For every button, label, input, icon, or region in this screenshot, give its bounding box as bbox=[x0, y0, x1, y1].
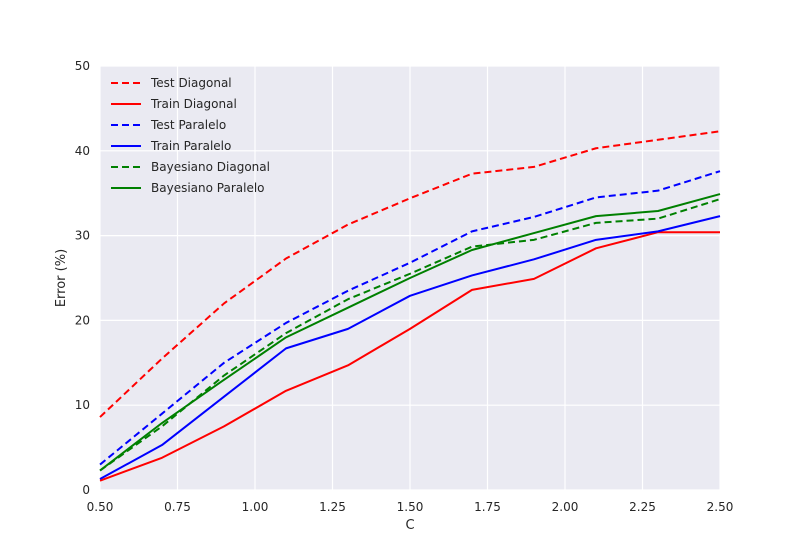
x-tick-label: 1.25 bbox=[319, 500, 346, 514]
series-line-5 bbox=[99, 193, 721, 472]
y-tick-label: 50 bbox=[75, 59, 90, 73]
y-tick-label: 40 bbox=[75, 144, 90, 158]
grid-lines bbox=[99, 65, 721, 491]
x-tick-label: 0.75 bbox=[164, 500, 191, 514]
legend-label: Train Paralelo bbox=[150, 139, 231, 153]
series-line-2 bbox=[99, 170, 721, 466]
x-tick-label: 1.50 bbox=[397, 500, 424, 514]
x-tick-label: 2.50 bbox=[707, 500, 734, 514]
x-tick-labels: 0.50 0.75 1.00 1.25 1.50 1.75 2.00 2.25 2.50 bbox=[87, 500, 734, 514]
legend: Test Diagonal Train Diagonal Test Paralelo… bbox=[111, 76, 270, 195]
legend-label: Test Diagonal bbox=[150, 76, 232, 90]
y-axis-label: Error (%) bbox=[54, 249, 69, 307]
x-tick-label: 0.50 bbox=[87, 500, 114, 514]
x-axis-label: C bbox=[405, 518, 414, 533]
x-tick-label: 2.00 bbox=[552, 500, 579, 514]
series-line-4 bbox=[99, 198, 721, 472]
y-tick-label: 10 bbox=[75, 398, 90, 412]
x-tick-label: 1.00 bbox=[242, 500, 269, 514]
series-line-3 bbox=[99, 215, 721, 480]
y-tick-label: 30 bbox=[75, 229, 90, 243]
series-line-0 bbox=[99, 130, 721, 418]
legend-label: Bayesiano Diagonal bbox=[151, 160, 270, 174]
legend-label: Train Diagonal bbox=[150, 97, 237, 111]
y-tick-labels: 0 10 20 30 40 50 bbox=[75, 59, 90, 497]
legend-label: Bayesiano Paralelo bbox=[151, 181, 265, 195]
x-tick-label: 1.75 bbox=[474, 500, 501, 514]
y-tick-label: 0 bbox=[82, 483, 90, 497]
legend-label: Test Paralelo bbox=[150, 118, 226, 132]
series-lines bbox=[99, 130, 721, 482]
series-line-1 bbox=[99, 231, 720, 482]
x-tick-label: 2.25 bbox=[629, 500, 656, 514]
y-tick-label: 20 bbox=[75, 313, 90, 327]
